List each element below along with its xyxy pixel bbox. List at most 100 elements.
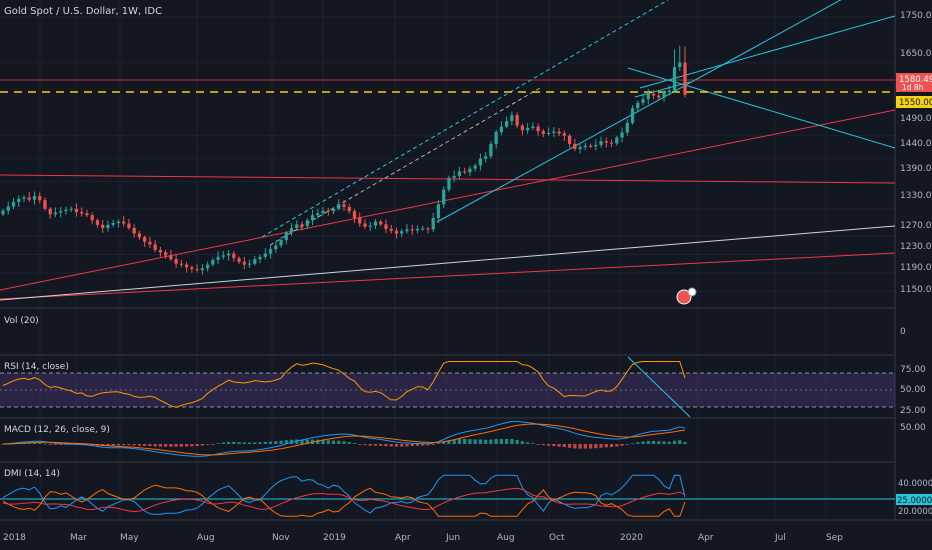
- candle-body[interactable]: [531, 126, 535, 128]
- candle-body[interactable]: [473, 165, 477, 169]
- candle-body[interactable]: [578, 147, 582, 149]
- candle-body[interactable]: [132, 228, 136, 234]
- candle-body[interactable]: [347, 207, 351, 212]
- candle-body[interactable]: [331, 208, 336, 212]
- time-axis[interactable]: 2018 Mar May Aug Nov 2019 Apr Jun Aug Oc…: [3, 533, 843, 543]
- candle-body[interactable]: [237, 258, 241, 262]
- candle-body[interactable]: [463, 171, 467, 173]
- candle-body[interactable]: [326, 210, 330, 212]
- candle-body[interactable]: [137, 233, 142, 238]
- candle-body[interactable]: [583, 145, 587, 148]
- candle-body[interactable]: [305, 220, 309, 227]
- candle-body[interactable]: [216, 256, 220, 261]
- candle-body[interactable]: [48, 208, 52, 215]
- candle-body[interactable]: [184, 264, 189, 268]
- candle-body[interactable]: [599, 141, 603, 145]
- candle-body[interactable]: [499, 126, 504, 133]
- candle-body[interactable]: [484, 156, 488, 159]
- candle-body[interactable]: [672, 67, 677, 91]
- candle-body[interactable]: [662, 91, 666, 98]
- candle-body[interactable]: [43, 200, 47, 209]
- candle-body[interactable]: [6, 206, 10, 211]
- candle-body[interactable]: [195, 269, 199, 271]
- candle-body[interactable]: [143, 237, 147, 242]
- candle-body[interactable]: [53, 212, 58, 215]
- candle-body[interactable]: [289, 228, 294, 233]
- candle-body[interactable]: [363, 223, 367, 227]
- candle-body[interactable]: [179, 263, 183, 265]
- candle-body[interactable]: [609, 142, 614, 144]
- candle-body[interactable]: [400, 231, 404, 234]
- candle-body[interactable]: [520, 125, 524, 131]
- candle-body[interactable]: [268, 249, 273, 254]
- candle-body[interactable]: [258, 256, 262, 260]
- candle-body[interactable]: [85, 213, 89, 216]
- candle-body[interactable]: [32, 196, 37, 200]
- candle-body[interactable]: [389, 228, 393, 231]
- candle-body[interactable]: [384, 224, 388, 229]
- candle-body[interactable]: [421, 228, 425, 230]
- candle-body[interactable]: [153, 244, 157, 250]
- candle-body[interactable]: [310, 215, 315, 221]
- candle-body[interactable]: [620, 132, 624, 138]
- candle-body[interactable]: [573, 143, 577, 149]
- candle-body[interactable]: [657, 95, 661, 98]
- candle-body[interactable]: [683, 62, 687, 95]
- candle-body[interactable]: [64, 209, 68, 212]
- candle-body[interactable]: [505, 121, 509, 127]
- candle-body[interactable]: [447, 177, 451, 190]
- candle-body[interactable]: [316, 213, 320, 216]
- candle-body[interactable]: [169, 255, 173, 260]
- candle-body[interactable]: [368, 225, 372, 227]
- event-badge-circle[interactable]: [676, 289, 692, 305]
- candle-body[interactable]: [546, 132, 551, 134]
- candle-body[interactable]: [11, 201, 16, 207]
- candle-body[interactable]: [211, 260, 215, 265]
- candle-body[interactable]: [127, 223, 131, 229]
- candle-body[interactable]: [80, 212, 84, 214]
- candle-body[interactable]: [489, 143, 493, 157]
- candle-body[interactable]: [190, 267, 194, 270]
- candle-body[interactable]: [148, 241, 152, 245]
- candle-body[interactable]: [106, 224, 110, 229]
- candle-body[interactable]: [426, 228, 430, 230]
- candle-body[interactable]: [226, 253, 231, 256]
- candle-body[interactable]: [510, 115, 514, 122]
- candle-body[interactable]: [457, 171, 462, 176]
- candle-body[interactable]: [247, 263, 252, 265]
- candle-body[interactable]: [17, 198, 21, 202]
- candle-body[interactable]: [436, 204, 441, 218]
- candle-body[interactable]: [552, 131, 556, 133]
- candle-body[interactable]: [562, 133, 566, 136]
- candle-body[interactable]: [405, 229, 409, 232]
- candle-body[interactable]: [22, 197, 26, 199]
- candle-body[interactable]: [200, 268, 204, 271]
- candle-body[interactable]: [594, 144, 598, 147]
- candle-body[interactable]: [646, 93, 650, 100]
- candle-body[interactable]: [515, 115, 519, 126]
- candle-body[interactable]: [358, 217, 362, 224]
- candle-body[interactable]: [90, 215, 94, 221]
- candle-body[interactable]: [373, 221, 378, 226]
- candle-body[interactable]: [567, 135, 572, 144]
- candle-body[interactable]: [69, 208, 73, 210]
- event-badge[interactable]: [676, 287, 697, 305]
- candle-body[interactable]: [615, 137, 619, 144]
- candle-body[interactable]: [536, 126, 540, 132]
- candle-body[interactable]: [588, 145, 593, 147]
- candle-body[interactable]: [431, 217, 435, 230]
- candle-body[interactable]: [221, 255, 225, 257]
- candle-body[interactable]: [604, 141, 608, 143]
- candle-body[interactable]: [379, 221, 383, 225]
- candle-body[interactable]: [651, 93, 656, 96]
- candle-body[interactable]: [342, 204, 346, 208]
- candle-body[interactable]: [678, 62, 682, 68]
- candle-body[interactable]: [295, 224, 299, 229]
- candle-body[interactable]: [494, 132, 498, 144]
- candle-body[interactable]: [352, 211, 357, 218]
- candles[interactable]: [1, 45, 687, 275]
- candle-body[interactable]: [321, 210, 325, 214]
- candle-body[interactable]: [468, 168, 472, 173]
- candle-body[interactable]: [641, 99, 645, 103]
- candle-body[interactable]: [101, 224, 105, 229]
